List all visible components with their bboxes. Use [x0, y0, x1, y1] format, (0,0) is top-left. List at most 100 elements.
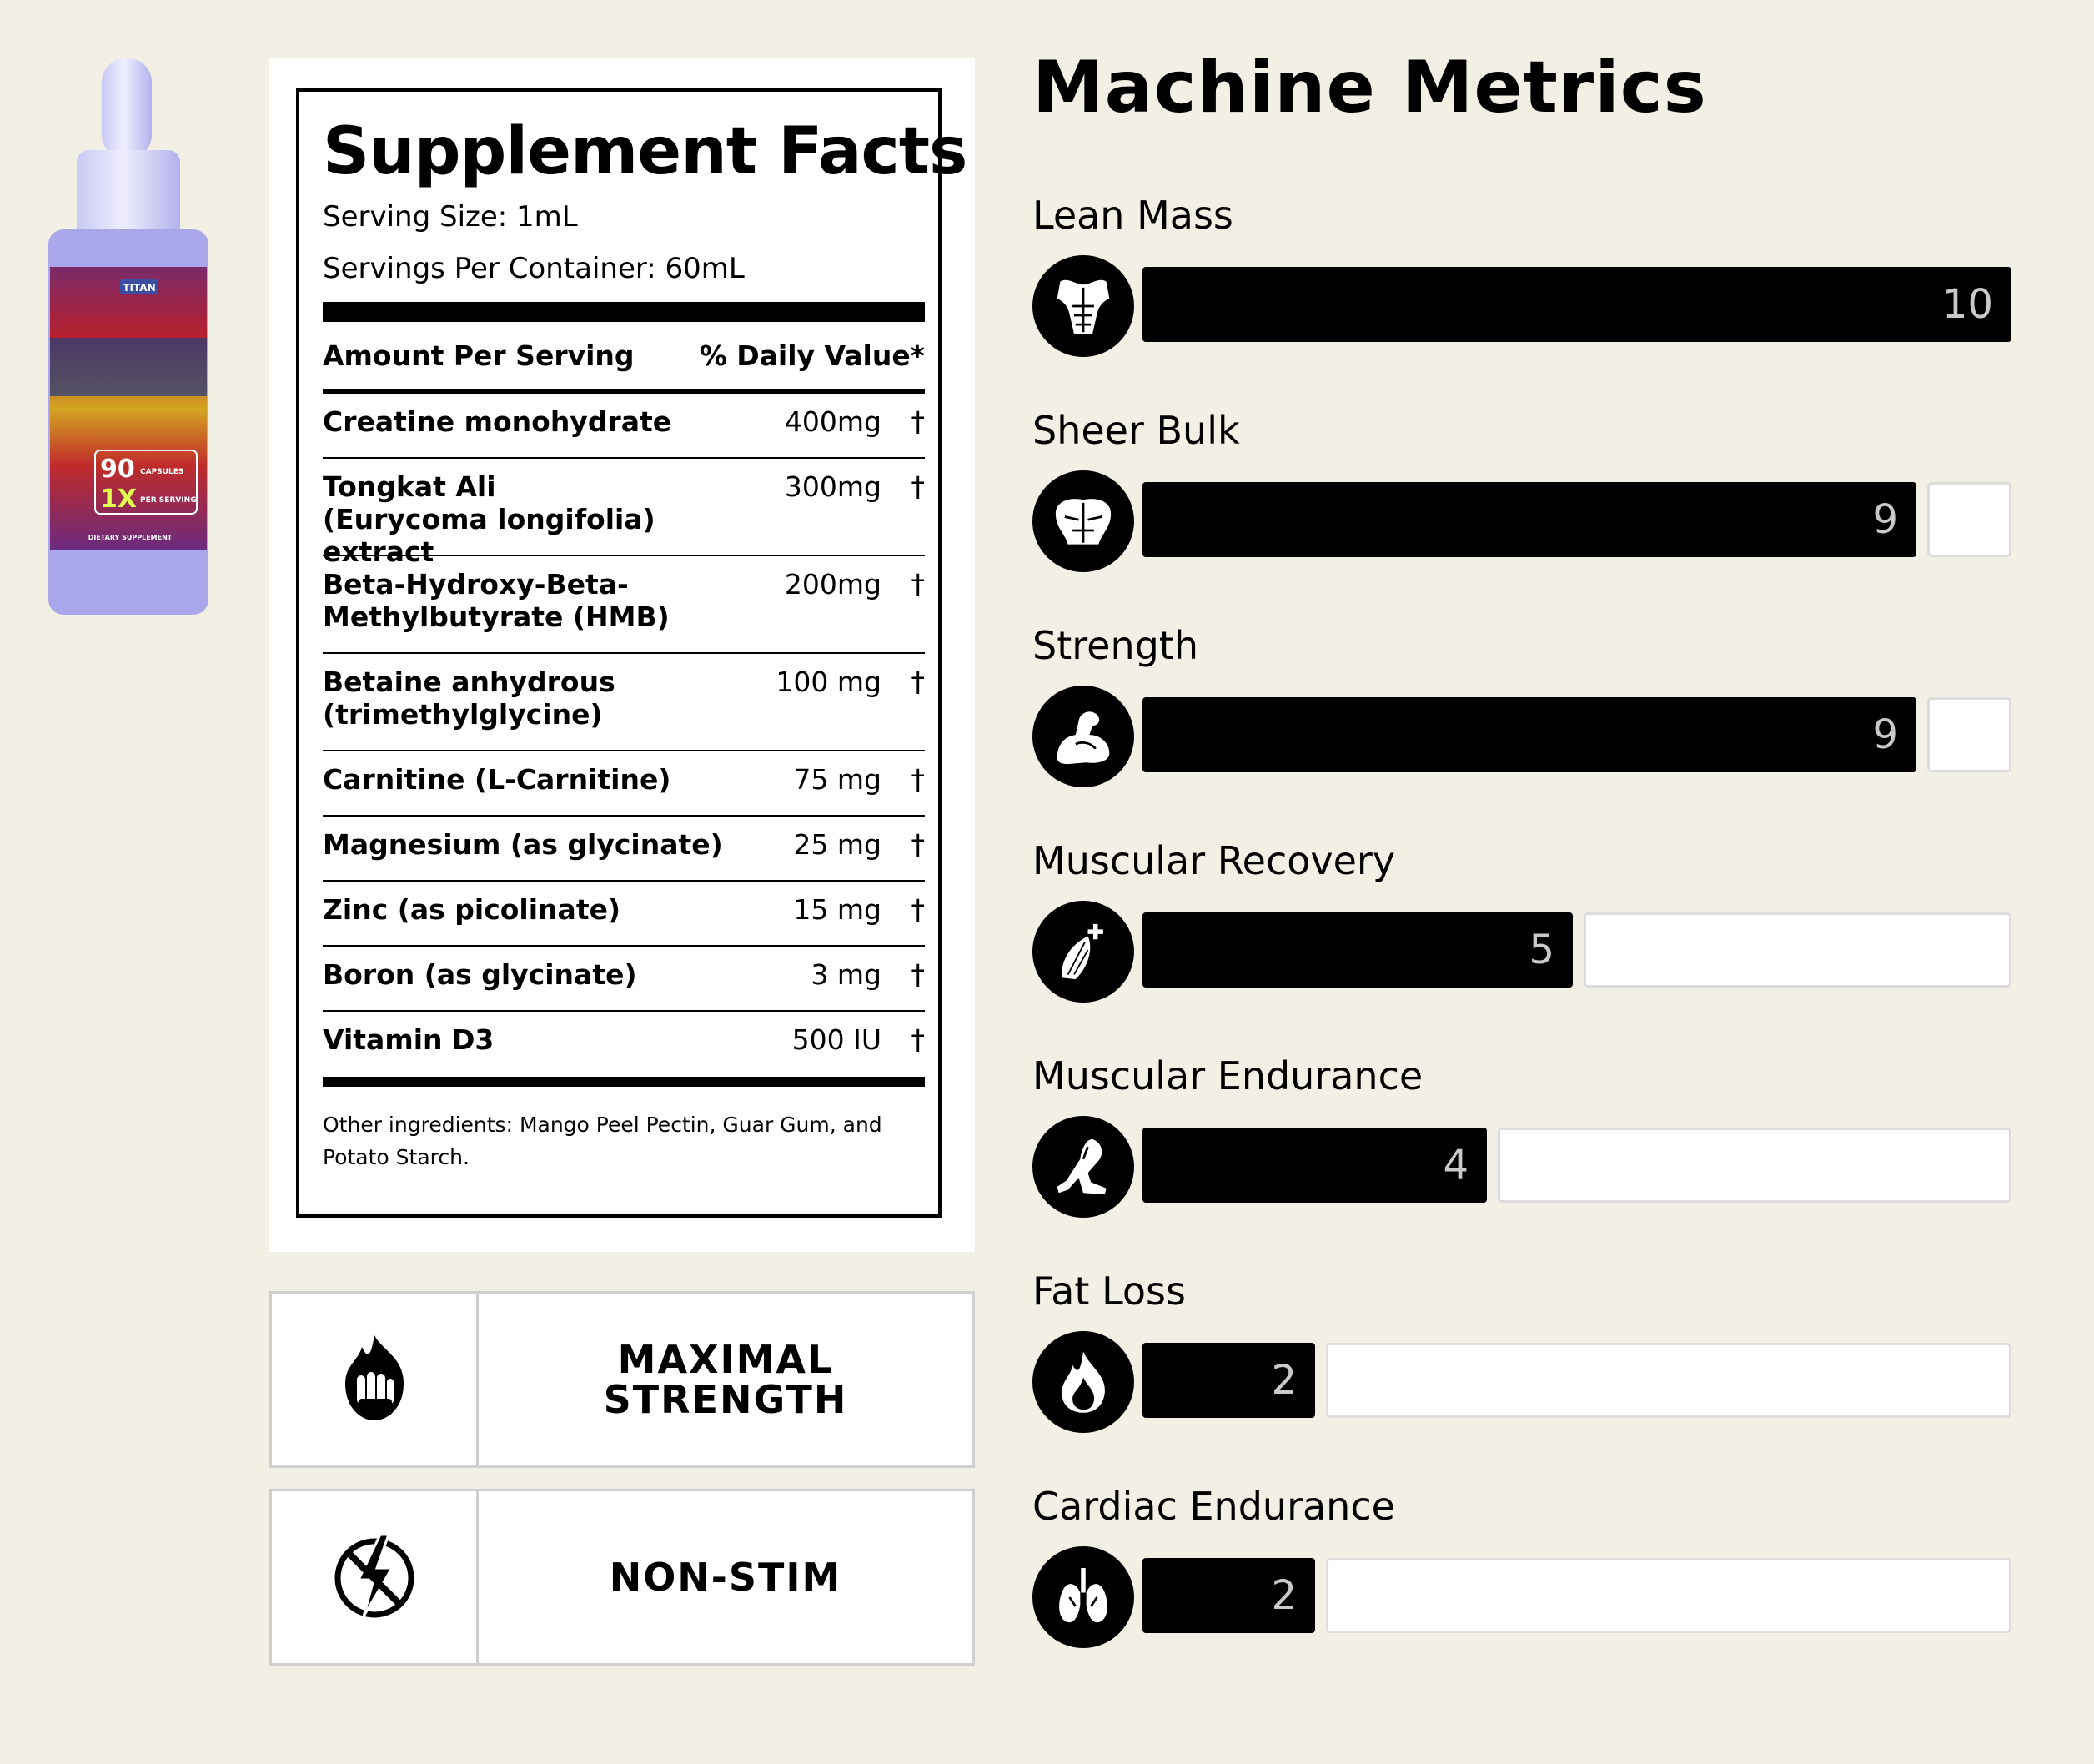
metric-bar-remaining — [1927, 697, 2011, 772]
ingredient-name: Zinc (as picolinate) — [323, 893, 621, 926]
metric-label: Lean Mass — [1032, 193, 1233, 238]
ingredient-row: Beta-Hydroxy-Beta- Methylbutyrate (HMB) 2… — [323, 556, 925, 654]
metric-bar-track: 4 — [1142, 1128, 2011, 1203]
metric-bar-remaining — [1498, 1128, 2011, 1203]
ingredient-name: Betaine anhydrous (trimethylglycine) — [323, 666, 615, 731]
supplement-facts-panel: Supplement Facts Serving Size: 1mL Servi… — [296, 88, 967, 1218]
no-lightning-icon — [329, 1530, 420, 1625]
servings-per-container: Servings Per Container: 60mL — [323, 252, 745, 285]
ingredient-row: Creatine monohydrate 400mg † — [323, 394, 925, 459]
ingredient-amount: 3 mg — [811, 958, 881, 991]
facts-title: Supplement Facts — [323, 114, 967, 189]
bottle-dose-unit: PER SERVING — [140, 496, 197, 505]
ingredient-row: Betaine anhydrous (trimethylglycine) 100 … — [323, 654, 925, 751]
ingredient-name: Vitamin D3 — [323, 1023, 495, 1056]
ingredient-name: Beta-Hydroxy-Beta- Methylbutyrate (HMB) — [323, 568, 670, 633]
ingredient-name: Carnitine (L-Carnitine) — [323, 763, 671, 796]
lungs-icon — [1032, 1546, 1134, 1648]
ingredient-amount: 100 mg — [776, 666, 881, 698]
metric-label: Cardiac Endurance — [1032, 1484, 1395, 1529]
amount-per-serving-header: Amount Per Serving — [323, 339, 635, 372]
metric-label: Muscular Recovery — [1032, 838, 1396, 883]
facts-header-row: Amount Per Serving % Daily Value* — [323, 322, 925, 394]
metric-bar-remaining — [1927, 482, 2011, 557]
bottle-dose: 1X — [100, 485, 137, 514]
ingredient-amount: 300mg — [784, 470, 881, 503]
metric-cardiac-endurance: Cardiac Endurance 2 — [1032, 1481, 2012, 1648]
metric-bar-track: 2 — [1142, 1558, 2011, 1633]
metric-bar-track: 9 — [1142, 482, 2011, 557]
flexed-arm-icon — [1032, 686, 1134, 787]
ingredient-dv-marker: † — [911, 763, 926, 796]
ingredient-amount: 25 mg — [793, 828, 881, 861]
feature-non-stim: NON-STIM — [269, 1489, 975, 1666]
metric-muscular-endurance: Muscular Endurance 4 — [1032, 1051, 2012, 1218]
other-ingredients: Other ingredients: Mango Peel Pectin, Gu… — [323, 1113, 882, 1169]
flame-fist-icon — [337, 1332, 412, 1427]
metric-label: Fat Loss — [1032, 1269, 1186, 1314]
metric-bar-fill: 4 — [1142, 1128, 1487, 1203]
metric-lean-mass: Lean Mass 10 — [1032, 190, 2012, 357]
supplement-facts-card: Supplement Facts Serving Size: 1mL Servi… — [269, 58, 975, 1252]
feature-maximal-strength: MAXIMAL STRENGTH — [269, 1291, 975, 1468]
torso-icon — [1032, 255, 1134, 357]
ingredient-amount: 500 IU — [791, 1023, 881, 1056]
metric-bar-track: 10 — [1142, 267, 2011, 342]
product-bottle-image: TITAN 90 CAPSULES 1X PER SERVING DIETARY… — [47, 58, 213, 617]
metric-bar-fill: 2 — [1142, 1343, 1315, 1418]
metric-fat-loss: Fat Loss 2 — [1032, 1266, 2012, 1433]
ingredient-list: Creatine monohydrate 400mg † Tongkat Ali (E… — [323, 394, 925, 1077]
flame-icon — [1032, 1331, 1134, 1433]
ingredient-row: Vitamin D3 500 IU † — [323, 1012, 925, 1077]
metric-muscular-recovery: Muscular Recovery 5 — [1032, 836, 2012, 1003]
ingredient-row: Zinc (as picolinate) 15 mg † — [323, 882, 925, 947]
metric-bar-fill: 10 — [1142, 267, 2011, 342]
metric-bar-fill: 2 — [1142, 1558, 1315, 1633]
bottle-count: 90 — [100, 455, 135, 484]
metric-bar-remaining — [1584, 912, 2011, 988]
facts-divider-bottom — [323, 1077, 925, 1087]
ingredient-amount: 75 mg — [793, 763, 881, 796]
metric-label: Strength — [1032, 623, 1198, 668]
leg-icon — [1032, 1116, 1134, 1218]
ingredient-name: Creatine monohydrate — [323, 405, 672, 438]
ingredient-dv-marker: † — [911, 666, 926, 698]
ingredient-dv-marker: † — [911, 1023, 926, 1056]
muscle-plus-icon — [1032, 901, 1134, 1003]
ingredient-dv-marker: † — [911, 958, 926, 991]
bottle-brand: TITAN — [123, 282, 155, 294]
ingredient-row: Tongkat Ali (Eurycoma longifolia) extrac… — [323, 459, 926, 568]
metric-bar-track: 2 — [1142, 1343, 2011, 1418]
ingredient-dv-marker: † — [911, 893, 926, 926]
ingredient-amount: 400mg — [784, 405, 881, 438]
ingredient-name: Tongkat Ali (Eurycoma longifolia) extrac… — [323, 470, 655, 568]
metric-label: Muscular Endurance — [1032, 1053, 1424, 1098]
bottle-footer: DIETARY SUPPLEMENT — [88, 534, 173, 541]
daily-value-header: % Daily Value* — [699, 339, 925, 372]
metric-bar-fill: 5 — [1142, 912, 1573, 988]
ingredient-row: Magnesium (as glycinate) 25 mg † — [323, 817, 925, 882]
ingredient-amount: 200mg — [784, 568, 881, 601]
ingredient-amount: 15 mg — [793, 893, 881, 926]
ingredient-dv-marker: † — [911, 405, 926, 438]
facts-divider-thick — [323, 302, 925, 322]
ingredient-row: Carnitine (L-Carnitine) 75 mg † — [323, 751, 925, 817]
metric-bar-track: 9 — [1142, 697, 2011, 772]
metric-bar-remaining — [1326, 1343, 2011, 1418]
metric-bar-fill: 9 — [1142, 482, 1916, 557]
metric-bar-remaining — [1326, 1558, 2011, 1633]
metric-strength: Strength 9 — [1032, 621, 2012, 787]
metric-label: Sheer Bulk — [1032, 408, 1240, 453]
ingredient-row: Boron (as glycinate) 3 mg † — [323, 947, 925, 1012]
bottle-count-unit: CAPSULES — [140, 468, 183, 476]
ingredient-dv-marker: † — [911, 470, 926, 503]
metric-sheer-bulk: Sheer Bulk 9 — [1032, 405, 2012, 572]
ingredient-dv-marker: † — [911, 568, 926, 601]
ingredient-dv-marker: † — [911, 828, 926, 861]
metrics-title: Machine Metrics — [1032, 46, 1707, 129]
bulk-muscle-icon — [1032, 470, 1134, 572]
ingredient-name: Boron (as glycinate) — [323, 958, 637, 991]
feature-label: MAXIMAL STRENGTH — [603, 1337, 848, 1422]
serving-size: Serving Size: 1mL — [323, 200, 578, 234]
ingredient-name: Magnesium (as glycinate) — [323, 828, 723, 861]
